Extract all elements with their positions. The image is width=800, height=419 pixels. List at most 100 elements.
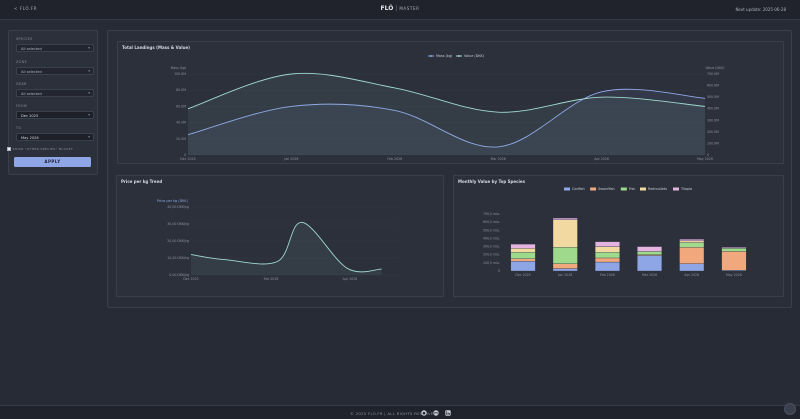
gear-value: All selected bbox=[21, 91, 42, 96]
x-tick: Jan 2026 bbox=[283, 157, 298, 161]
bar-segment bbox=[552, 247, 578, 264]
y-tick: 0 bbox=[498, 269, 500, 273]
legend-marker bbox=[458, 55, 460, 57]
y-tick: 700,0 mio. bbox=[483, 212, 500, 216]
chevron-down-icon: ▾ bbox=[88, 135, 90, 140]
y-tick-left: 20.0M bbox=[176, 137, 186, 141]
bar-segment bbox=[510, 261, 536, 272]
chevron-down-icon: ▾ bbox=[88, 46, 90, 51]
bar-segment bbox=[637, 246, 662, 252]
y-tick: 20,00 DKK/kg bbox=[167, 239, 189, 243]
y-tick-left: 100.0M bbox=[174, 72, 186, 76]
bar-segment bbox=[552, 263, 578, 269]
copyright: © 2025 FLÓ.FR | ALL RIGHTS RESERVED bbox=[350, 411, 437, 416]
legend-label: Value (DKK) bbox=[464, 54, 485, 58]
chart-title: Monthly Value by Top Species bbox=[458, 179, 525, 184]
y-tick-left: 60.0M bbox=[176, 104, 186, 108]
other-species-checkbox[interactable]: SHOW "OTHER SPECIES" BUCKET bbox=[7, 147, 73, 151]
zone-value: All selected bbox=[21, 69, 42, 74]
last-update: Next update: 2025-06-28 bbox=[735, 7, 786, 12]
series-line bbox=[187, 88, 706, 148]
x-tick: May 2026 bbox=[697, 157, 713, 161]
from-select[interactable]: Dec 2025 ▾ bbox=[16, 111, 94, 119]
chat-bubble-icon[interactable] bbox=[784, 403, 796, 415]
legend-label: Mass (kg) bbox=[436, 54, 453, 58]
legend-label: Tilapia bbox=[680, 187, 692, 191]
filters-panel: SPECIES All selected ▾ ZONE All selected ▾… bbox=[8, 30, 98, 175]
from-value: Dec 2025 bbox=[21, 113, 39, 118]
footer: © 2025 FLÓ.FR | ALL RIGHTS RESERVED bbox=[0, 403, 800, 419]
bar-segment bbox=[552, 217, 578, 220]
y-tick-left: 40.0M bbox=[176, 121, 186, 125]
brand-logo: FLÓ | MASTER bbox=[380, 5, 420, 12]
x-tick: Jan 2026 bbox=[557, 273, 572, 277]
x-tick: Feb 2026 bbox=[264, 277, 279, 281]
gear-label: GEAR bbox=[16, 82, 27, 86]
y-tick: 0,00 DKK/kg bbox=[169, 273, 189, 277]
series-area bbox=[191, 222, 382, 275]
legend-marker bbox=[430, 55, 432, 57]
y-tick: 40,00 DKK/kg bbox=[167, 205, 189, 209]
y-tick-right: 0 bbox=[707, 153, 709, 157]
species-select[interactable]: All selected ▾ bbox=[16, 44, 94, 52]
legend-label: Redmullets bbox=[648, 187, 667, 191]
zone-select[interactable]: All selected ▾ bbox=[16, 67, 94, 75]
y-axis-label-right: Value (DKK) bbox=[706, 66, 725, 70]
back-link[interactable]: < FLO.FR bbox=[14, 6, 38, 11]
to-label: TO bbox=[16, 126, 22, 130]
x-tick: Dec 2025 bbox=[515, 273, 530, 277]
apply-button[interactable]: APPLY bbox=[14, 157, 91, 167]
bar-segment bbox=[510, 252, 536, 259]
species-value: All selected bbox=[21, 46, 42, 51]
species-value-card: Monthly Value by Top Species 0 100,0 mio.… bbox=[453, 175, 784, 297]
series-area bbox=[188, 73, 705, 155]
linkedin-icon[interactable] bbox=[445, 409, 451, 416]
chevron-down-icon: ▾ bbox=[88, 69, 90, 74]
y-tick: 600,0 mio. bbox=[483, 220, 500, 224]
y-tick: 300,0 mio. bbox=[483, 245, 500, 249]
chart-title: Price per kg Trend bbox=[121, 179, 163, 184]
y-tick-right: 100.0M bbox=[707, 141, 719, 145]
legend-swatch bbox=[590, 187, 597, 191]
bar-segment bbox=[595, 241, 620, 247]
github-icon[interactable] bbox=[421, 409, 427, 416]
series-area bbox=[188, 89, 705, 155]
y-tick: 500,0 mio. bbox=[483, 228, 500, 232]
bar-segment bbox=[721, 248, 747, 252]
to-select[interactable]: May 2026 ▾ bbox=[16, 133, 94, 141]
x-tick: May 2026 bbox=[726, 273, 742, 277]
bar-segment bbox=[679, 263, 705, 272]
gear-select[interactable]: All selected ▾ bbox=[16, 89, 94, 97]
bar-segment bbox=[595, 257, 620, 263]
bar-segment bbox=[679, 242, 705, 248]
legend-swatch bbox=[673, 187, 679, 191]
checkbox-box[interactable] bbox=[7, 147, 11, 151]
y-tick-left: 80.0M bbox=[176, 88, 186, 92]
bar-segment bbox=[510, 258, 536, 262]
bar-segment bbox=[595, 246, 620, 253]
github-icon[interactable] bbox=[433, 409, 439, 416]
species-value-chart: 0 100,0 mio. 200,0 mio. 300,0 mio. 400,0 mio… bbox=[483, 187, 747, 277]
legend-swatch bbox=[640, 187, 646, 191]
y-tick-right: 600.0M bbox=[707, 84, 719, 88]
chevron-down-icon: ▾ bbox=[88, 91, 90, 96]
y-tick-right: 500.0M bbox=[707, 95, 719, 99]
legend-label: Price per kg (DKK) bbox=[157, 199, 189, 203]
x-tick: Apr 2026 bbox=[343, 277, 358, 281]
brand-sub: MASTER bbox=[399, 6, 420, 11]
bar-segment bbox=[679, 247, 705, 264]
series-line bbox=[187, 72, 706, 113]
y-tick: 10,00 DKK/kg bbox=[167, 256, 189, 260]
legend-label: Swordfish bbox=[598, 187, 615, 191]
x-tick: Feb 2026 bbox=[387, 157, 402, 161]
y-tick: 400,0 mio. bbox=[483, 236, 500, 240]
y-tick: 30,00 DKK/kg bbox=[167, 222, 189, 226]
bar-segment bbox=[510, 243, 536, 249]
legend-label: Codfish bbox=[572, 187, 585, 191]
checkbox-label: SHOW "OTHER SPECIES" BUCKET bbox=[12, 147, 74, 151]
bar-segment bbox=[721, 247, 747, 249]
bar-segment bbox=[595, 252, 620, 259]
chart-title: Total Landings (Mass & Value) bbox=[122, 45, 191, 50]
bar-segment bbox=[595, 261, 620, 272]
top-bar: < FLO.FR FLÓ | MASTER Next update: 2025-06… bbox=[0, 0, 800, 20]
